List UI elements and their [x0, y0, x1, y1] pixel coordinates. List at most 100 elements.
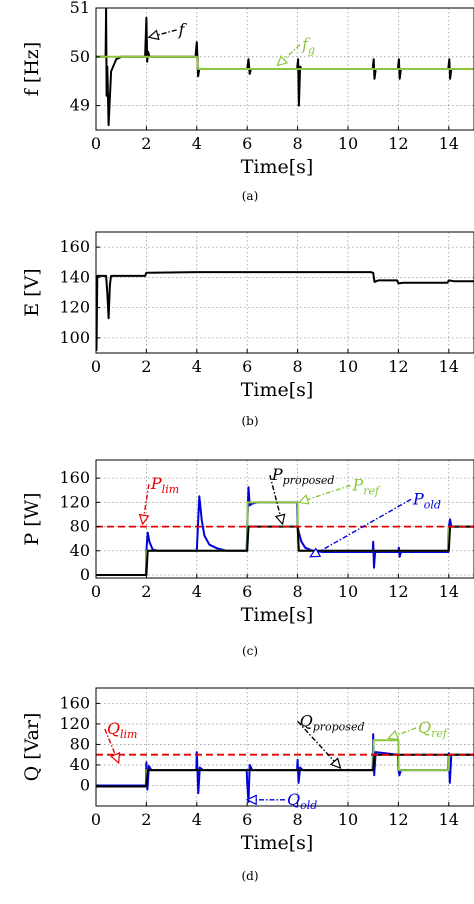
x-axis-label: Time[s]	[241, 604, 314, 626]
chart-panel-3: 0 2 4 6 8 10 12 14 0 40 80 120 160 Time[s] P [W] (c) Pli…	[21, 459, 474, 658]
x-axis-label: Time[s]	[241, 832, 314, 854]
series-line-q-ref	[96, 739, 474, 788]
y-axis-label: f [Hz]	[21, 42, 43, 96]
x-tick-label: 12	[388, 134, 408, 153]
annotation-label: Pref	[352, 475, 382, 497]
y-tick-label: 120	[59, 492, 90, 511]
annotation-arrowhead	[329, 757, 342, 769]
x-tick-label: 4	[192, 582, 202, 601]
annotation-arrowhead	[274, 513, 286, 526]
annotation-label: Plim	[150, 474, 179, 496]
x-tick-label: 6	[242, 582, 252, 601]
series-line-f	[96, 8, 474, 127]
annotation-arrowhead	[276, 55, 289, 67]
annotation-label: Pold	[412, 489, 441, 511]
annotation-arrowhead	[297, 494, 310, 505]
x-tick-label: 2	[141, 134, 151, 153]
x-tick-label: 10	[338, 810, 358, 829]
x-tick-label: 2	[141, 810, 151, 829]
annotation-label: Qold	[287, 790, 317, 812]
y-axis-label: Q [Var]	[21, 713, 43, 782]
x-tick-label: 14	[439, 582, 459, 601]
x-tick-label: 12	[388, 810, 408, 829]
y-tick-label: 40	[70, 541, 90, 560]
y-tick-label: 51	[70, 0, 90, 17]
annotation-label: f	[178, 20, 188, 39]
plot-frame	[95, 687, 474, 807]
annotation-q-proposed: Qproposed	[297, 711, 365, 769]
y-tick-label: 40	[70, 755, 90, 774]
x-tick-label: 12	[388, 357, 408, 376]
panel-caption: (b)	[241, 414, 258, 428]
annotation-arrowhead	[109, 751, 121, 765]
x-tick-label: 2	[141, 582, 151, 601]
annotation-p-old: Pold	[309, 489, 441, 558]
series-line-e	[96, 271, 474, 351]
y-tick-label: 49	[70, 96, 90, 115]
y-tick-label: 80	[70, 517, 90, 536]
y-tick-label: 100	[59, 328, 90, 347]
series-line-f-g	[96, 55, 474, 70]
panel-caption: (a)	[242, 189, 259, 203]
x-tick-label: 0	[91, 357, 101, 376]
x-tick-label: 14	[439, 134, 459, 153]
annotation-arrowhead	[147, 29, 160, 41]
x-tick-label: 0	[91, 810, 101, 829]
annotation-p-proposed: Pproposed	[269, 465, 335, 526]
x-tick-label: 6	[242, 134, 252, 153]
x-tick-label: 12	[388, 582, 408, 601]
x-tick-label: 14	[439, 357, 459, 376]
annotation-p-lim: Plim	[138, 474, 179, 526]
chart-panel-1: 0 2 4 6 8 10 12 14 49 50 51 Time[s] f [Hz] (a) f fg	[21, 0, 474, 203]
annotation-q-lim: Qlim	[104, 719, 137, 765]
annotation-label: Qproposed	[300, 711, 365, 733]
y-tick-label: 0	[80, 775, 90, 794]
x-tick-label: 2	[141, 357, 151, 376]
y-tick-label: 80	[70, 734, 90, 753]
x-tick-label: 6	[242, 810, 252, 829]
annotation-arrowhead	[245, 794, 257, 806]
y-tick-label: 120	[59, 298, 90, 317]
x-tick-label: 8	[293, 357, 303, 376]
x-tick-label: 10	[338, 134, 358, 153]
y-tick-label: 50	[70, 47, 90, 66]
y-tick-label: 160	[59, 237, 90, 256]
annotation-arrowhead	[309, 547, 322, 558]
annotation-arrowhead	[387, 729, 400, 741]
series-line-p-ref	[96, 501, 474, 576]
annotation-q-ref: Qref	[387, 718, 449, 741]
annotation-arrow-line	[297, 720, 341, 769]
y-tick-label: 140	[59, 267, 90, 286]
x-tick-label: 8	[293, 810, 303, 829]
x-tick-label: 8	[293, 582, 303, 601]
x-tick-label: 4	[192, 810, 202, 829]
y-tick-label: 160	[59, 468, 90, 487]
y-axis-label: E [V]	[21, 268, 43, 316]
chart-panel-2: 0 2 4 6 8 10 12 14 100 120 140 160 Time[s] E [V] (b)	[21, 231, 474, 428]
x-tick-label: 14	[439, 810, 459, 829]
x-axis-label: Time[s]	[241, 156, 314, 178]
annotation-arrow-line	[309, 498, 412, 558]
annotation-q-old: Qold	[245, 790, 317, 812]
panel-caption: (d)	[241, 869, 258, 883]
x-tick-label: 0	[91, 134, 101, 153]
annotation-arrowhead	[138, 513, 150, 526]
plot-frame	[95, 7, 474, 131]
x-tick-label: 4	[192, 357, 202, 376]
annotation-p-ref: Pref	[297, 475, 382, 505]
x-tick-label: 4	[192, 134, 202, 153]
y-axis-label: P [W]	[21, 492, 43, 545]
y-tick-label: 160	[59, 693, 90, 712]
x-tick-label: 8	[293, 134, 303, 153]
x-tick-label: 10	[338, 357, 358, 376]
annotation-label: Pproposed	[271, 465, 335, 487]
plot-frame	[95, 459, 474, 579]
y-tick-label: 120	[59, 714, 90, 733]
annotation-label: fg	[301, 35, 315, 57]
annotation-arrow-line	[104, 728, 120, 764]
y-tick-label: 0	[80, 565, 90, 584]
x-tick-label: 6	[242, 357, 252, 376]
annotation-f: f	[147, 20, 188, 41]
